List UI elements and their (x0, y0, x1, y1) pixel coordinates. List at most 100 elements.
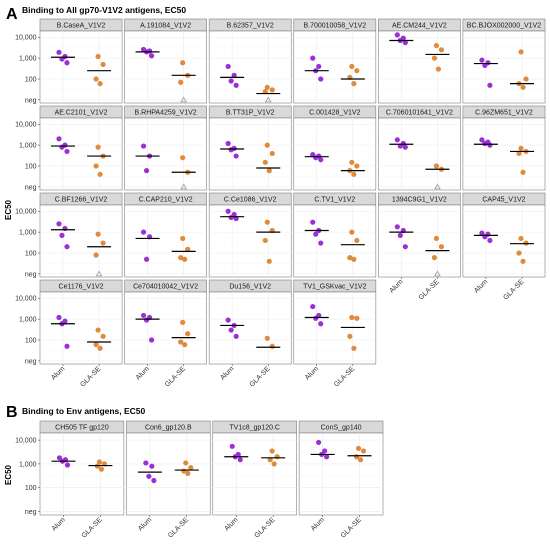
panel-a-point-gla-6-3 (97, 171, 103, 177)
panel-a-point-alum-10-3 (402, 144, 408, 150)
panel-a-point-alum-1-3 (148, 53, 155, 59)
panel-a-strip-label-12: C.BF1266_V1V2 (55, 197, 108, 204)
panel-a-point-alum-2-0 (225, 63, 231, 70)
panel-a-strip-label-9: C.001428_V1V2 (309, 110, 360, 117)
panel-a-point-gla-14-0 (264, 219, 270, 225)
panel-a-point-gla-0-2 (93, 76, 99, 82)
panel-a-plot-area-5 (462, 30, 546, 104)
panel-b-point-alum-1-2 (146, 473, 152, 479)
panel-a-facet-16: 1394C9G1_V1V2 Alum GLA-SE (378, 192, 461, 302)
panel-a-strip-label-5: BC.BJOX002000_V1V2 (467, 23, 541, 30)
panel-a-point-gla-16-0 (433, 235, 440, 242)
panel-a-point-alum-21-0 (310, 303, 316, 310)
panel-a-neg-marker-1 (180, 96, 187, 103)
panel-a-point-gla-19-0 (180, 319, 186, 325)
panel-a-ytick-label-6-0: neg (25, 184, 37, 191)
panel-a-point-gla-18-0 (95, 327, 101, 333)
panel-a-point-gla-4-1 (438, 47, 445, 53)
panel-a-plot-area-2 (208, 30, 292, 104)
panel-a-xtick-label-gla-17: GLA-SE (502, 278, 525, 301)
panel-a-point-alum-16-0 (394, 224, 400, 230)
panel-b-point-alum-0-3 (64, 462, 71, 468)
panel-a-ytick-label-18-0: neg (25, 358, 37, 365)
panel-b-point-alum-1-1 (149, 463, 155, 469)
panel-b-facets: CH505 TF gp120 neg 100 1,000 10,000 Alum GLA-S… (4, 420, 384, 540)
panel-a-ytick-label-0-1: 100 (25, 76, 37, 83)
panel-a-point-alum-6-0 (56, 136, 62, 142)
panel-a-point-gla-15-3 (351, 256, 357, 262)
panel-a-point-alum-20-0 (225, 317, 231, 323)
panel-a-point-alum-4-3 (402, 40, 408, 46)
panel-a-point-alum-4-0 (394, 32, 400, 38)
panel-b-point-alum-0-0 (56, 455, 63, 461)
panel-b-plot-area-1 (126, 432, 211, 516)
panel-a-point-alum-6-2 (59, 144, 65, 150)
panel-a-point-alum-20-3 (233, 333, 239, 339)
panel-a-plot-area-12 (39, 204, 123, 278)
panel-a-point-gla-12-2 (93, 252, 99, 258)
panel-a-ytick-label-12-3: 10,000 (15, 209, 37, 216)
panel-b-point-gla-3-1 (360, 448, 367, 454)
panel-a-point-gla-3-0 (349, 63, 355, 70)
panel-b-plot-area-3 (298, 432, 384, 516)
panel-b-point-gla-2-0 (269, 448, 275, 454)
panel-a-point-gla-0-1 (100, 61, 106, 68)
panel-a-plot-area-19 (124, 291, 207, 365)
panel-b-point-gla-0-0 (96, 459, 102, 465)
panel-a-point-alum-6-3 (64, 148, 70, 155)
panel-b-strip-label-2: TV1c8_gp120.C (229, 425, 280, 432)
panel-a-point-gla-9-0 (349, 159, 355, 165)
panel-a-point-gla-12-1 (100, 240, 106, 246)
panel-a-point-gla-19-2 (178, 339, 184, 345)
panel-b-strip-label-0: CH505 TF gp120 (55, 425, 109, 432)
panel-b-ytick-label-0-0: neg (25, 509, 37, 516)
panel-a-point-alum-18-3 (64, 343, 70, 349)
panel-a-point-alum-8-0 (225, 140, 231, 147)
panel-a-point-gla-7-0 (180, 155, 186, 161)
panel-a-strip-label-3: B.700010058_V1V2 (303, 23, 366, 30)
panel-a-point-alum-8-3 (233, 153, 239, 159)
panel-b-point-gla-1-0 (183, 460, 189, 466)
panel-a-point-alum-11-2 (482, 140, 488, 147)
panel-a-plot-area-16 (378, 204, 461, 278)
panel-a-point-gla-3-1 (354, 68, 360, 74)
panel-a-plot-area-17 (462, 204, 546, 278)
panel-a-strip-label-21: TV1_GSKvac_V1V2 (303, 284, 367, 291)
panel-a-point-gla-11-3 (520, 169, 526, 175)
panel-a-strip-label-13: C.CAP210_V1V2 (139, 197, 193, 204)
panel-a-plot-area-3 (293, 30, 377, 104)
panel-a-point-gla-3-3 (351, 81, 357, 87)
panel-a-point-alum-12-3 (64, 244, 70, 250)
panel-a-point-alum-16-2 (397, 232, 403, 238)
panel-a-point-gla-5-1 (523, 76, 529, 82)
panel-a-facet-20: Du156_V1V2 Alum GLA-SE (208, 279, 292, 389)
panel-a-strip-label-2: B.62357_V1V2 (227, 23, 274, 30)
panel-a-point-alum-3-0 (310, 55, 316, 61)
panel-a-point-alum-2-3 (233, 82, 239, 88)
panel-a-point-alum-11-3 (487, 142, 493, 148)
panel-b-xtick-label-alum-2: Alum (223, 516, 239, 532)
panel-a-point-gla-9-1 (354, 163, 360, 169)
panel-a-strip-label-8: B.TT31P_V1V2 (226, 110, 275, 117)
panel-a-plot-area-8 (208, 117, 292, 191)
panel-a-point-gla-18-1 (100, 333, 106, 339)
panel-a-point-alum-16-3 (402, 244, 408, 250)
panel-a-plot-area-20 (208, 291, 292, 365)
panel-a-facet-8: B.TT31P_V1V2 (208, 105, 292, 191)
panel-a-point-gla-2-1 (269, 87, 275, 93)
panel-a-plot-area-15 (293, 204, 377, 278)
panel-b-point-gla-0-2 (94, 463, 100, 469)
panel-a-point-gla-11-2 (516, 150, 522, 157)
panel-a-strip-label-16: 1394C9G1_V1V2 (392, 197, 447, 204)
panel-a-point-gla-21-1 (354, 315, 360, 321)
panel-a-ytick-label-6-2: 1,000 (19, 143, 37, 150)
panel-a-point-alum-7-2 (143, 168, 150, 174)
panel-a-point-gla-1-2 (178, 79, 184, 85)
panel-a-point-gla-20-1 (269, 343, 275, 349)
panel-a-point-gla-16-2 (431, 255, 438, 261)
panel-a-point-gla-17-3 (520, 258, 526, 264)
panel-a-point-gla-4-3 (435, 66, 442, 72)
panel-a-xtick-label-gla-20: GLA-SE (249, 365, 272, 388)
panel-a-point-gla-11-0 (518, 145, 524, 151)
